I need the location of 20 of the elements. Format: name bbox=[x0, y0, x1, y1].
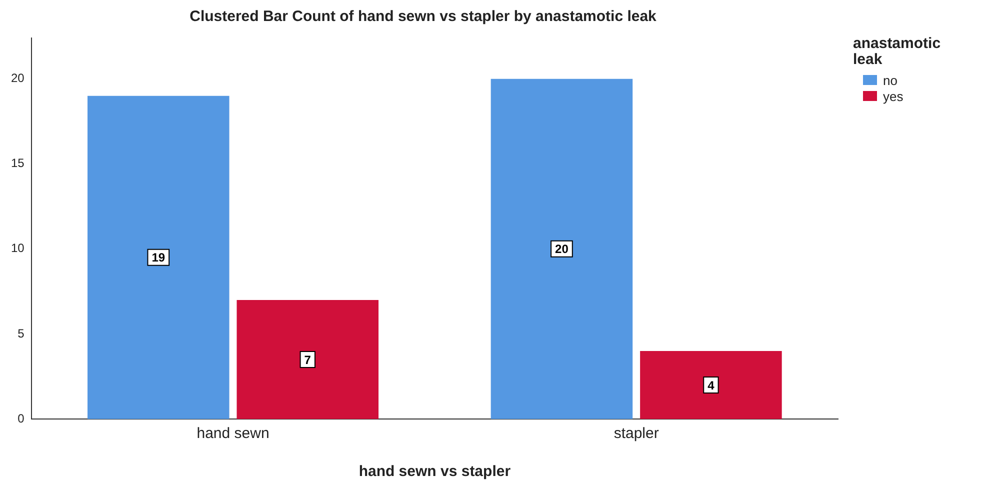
y-tick-label: 15 bbox=[10, 156, 25, 170]
legend-label: no bbox=[883, 72, 898, 88]
legend-label: yes bbox=[883, 88, 904, 104]
data-label: 19 bbox=[152, 250, 166, 265]
x-axis-title: hand sewn vs stapler bbox=[358, 463, 511, 480]
bar bbox=[88, 96, 230, 419]
y-tick-label: 10 bbox=[10, 241, 25, 256]
chart-title: Clustered Bar Count of hand sewn vs stapler by anastamotic leak bbox=[190, 8, 658, 26]
x-tick-label: hand sewn bbox=[196, 425, 270, 442]
x-tick-label: stapler bbox=[614, 425, 659, 442]
y-tick-label: 20 bbox=[10, 71, 25, 86]
data-label: 4 bbox=[708, 378, 715, 392]
data-label: 7 bbox=[304, 352, 312, 367]
y-tick-label: 5 bbox=[18, 326, 25, 340]
y-tick-label: 0 bbox=[18, 411, 25, 426]
bar bbox=[640, 350, 782, 419]
legend-title: anastamotic leak bbox=[853, 35, 942, 68]
bar bbox=[490, 78, 633, 419]
data-label: 20 bbox=[555, 242, 569, 256]
bar bbox=[236, 300, 379, 419]
